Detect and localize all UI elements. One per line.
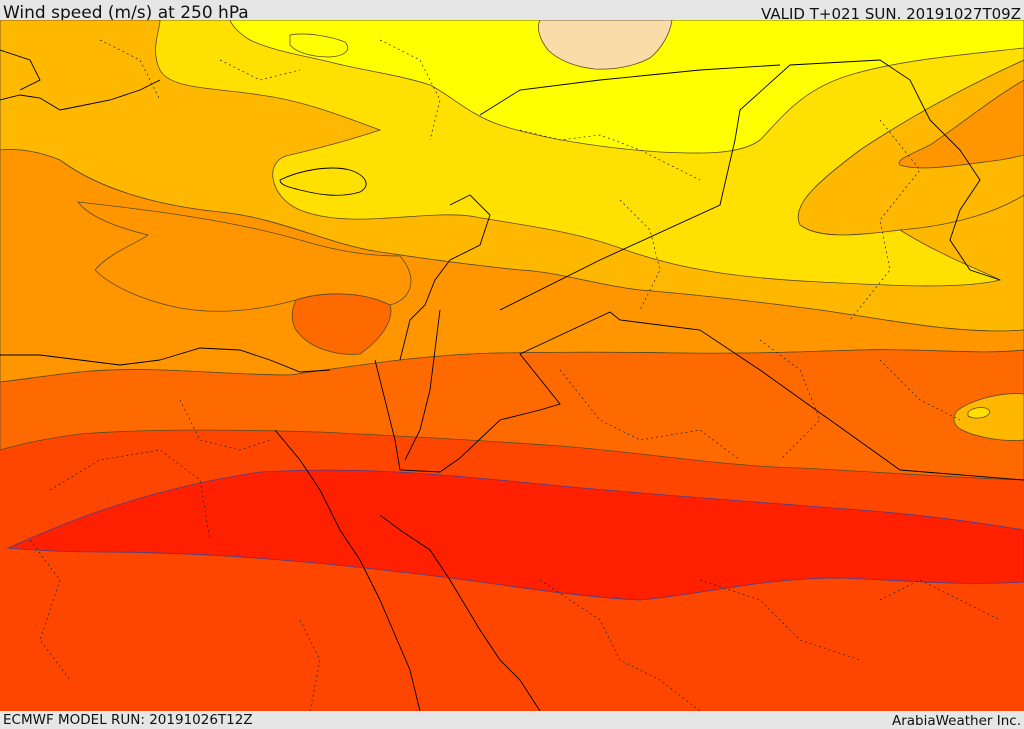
band-amber-pocket-east <box>953 393 1024 441</box>
header-bar <box>0 0 1024 20</box>
model-run-label: ECMWF MODEL RUN: 20191026T12Z <box>3 712 253 728</box>
band-gold-pocket-east <box>967 407 991 419</box>
province-boundaries <box>29 39 1001 711</box>
band-yellow-blob <box>289 33 349 58</box>
credit-label: ArabiaWeather Inc. <box>891 713 1021 729</box>
map-title: Wind speed (m/s) at 250 hPa <box>3 3 249 23</box>
band-peach <box>538 20 673 70</box>
country-borders <box>0 49 1024 711</box>
footer-bar <box>0 711 1024 729</box>
band-orange-east <box>898 79 1024 169</box>
band-red <box>6 469 1024 601</box>
band-dark-orange <box>0 349 1024 481</box>
band-orange-pocket <box>77 201 412 312</box>
wind-speed-bands <box>0 20 1024 711</box>
wind-speed-map <box>0 20 1024 711</box>
valid-time-label: VALID T+021 SUN. 20191027T09Z <box>761 5 1021 23</box>
band-yellow <box>229 20 1024 154</box>
